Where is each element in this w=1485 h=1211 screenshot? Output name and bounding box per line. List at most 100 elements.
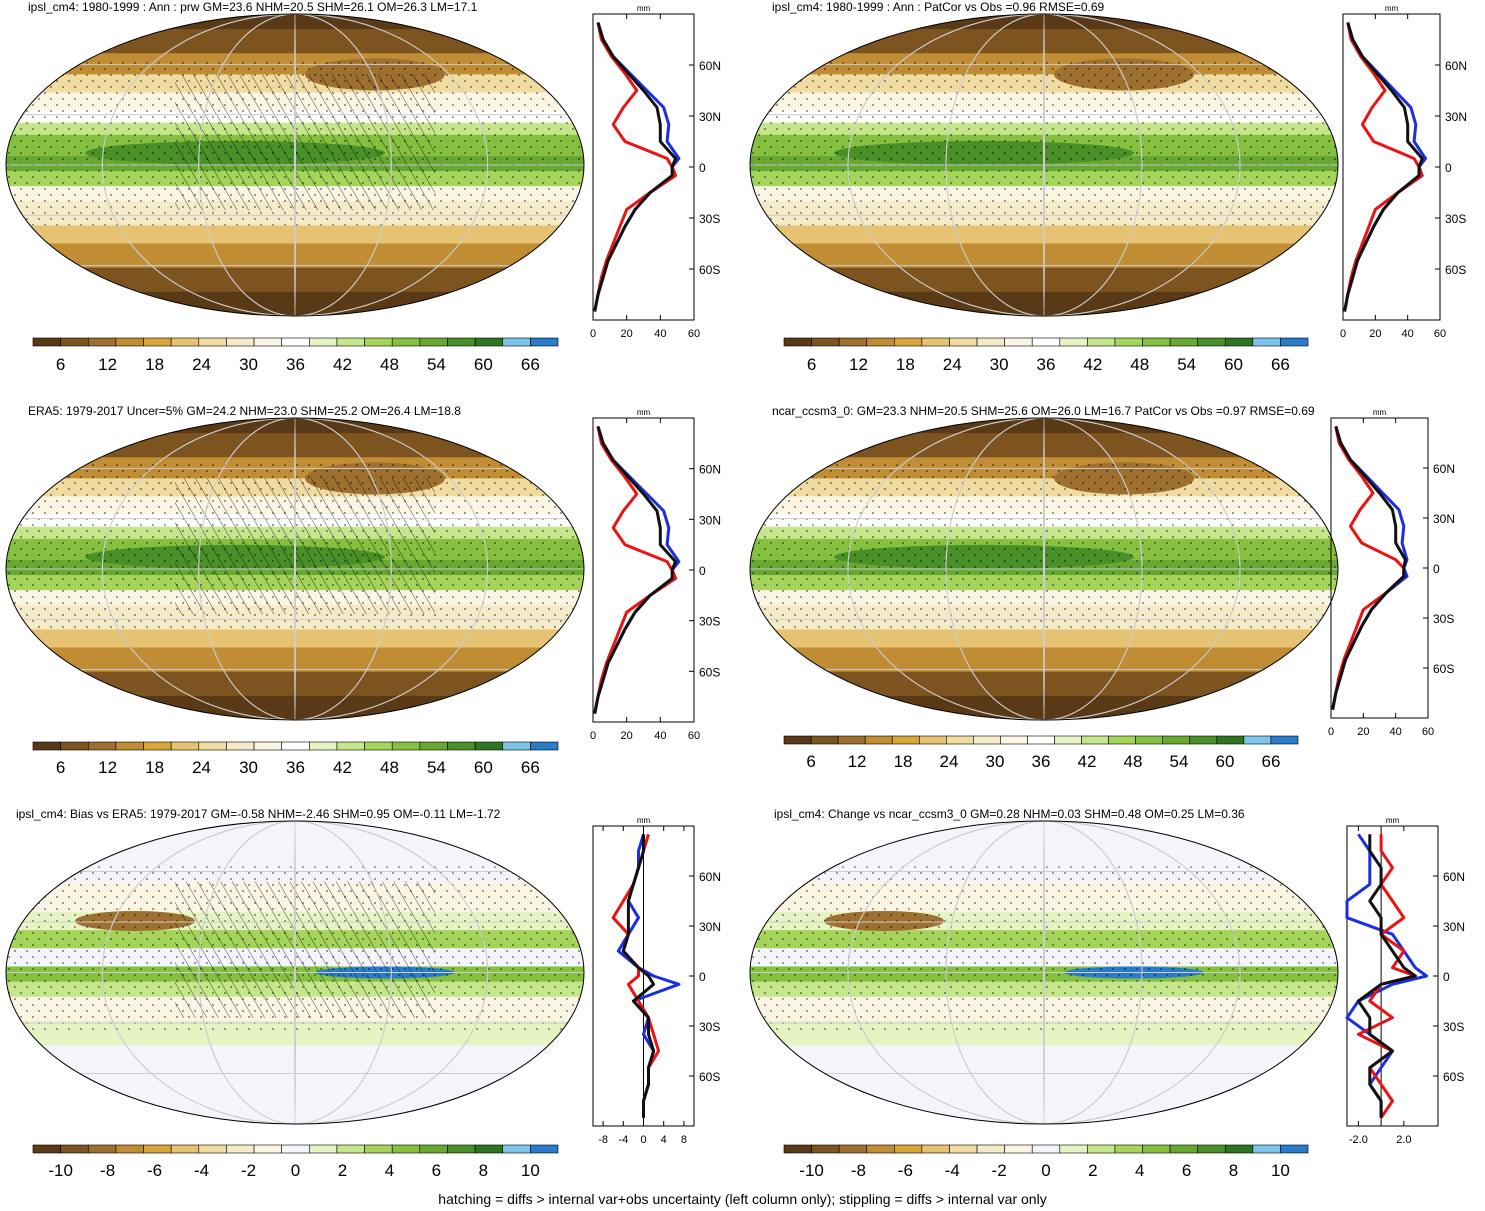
colorbar: 6 12 18 24 30 36 42 48 54 60 66 <box>783 735 1299 771</box>
colorbar-label: 54 <box>427 355 446 374</box>
colorbar-box <box>783 735 812 745</box>
colorbar-label: 66 <box>521 758 540 777</box>
colorbar-box <box>1243 735 1272 745</box>
hatching <box>175 74 435 211</box>
y-tick-label: 60N <box>1445 59 1467 73</box>
colorbar-box <box>1135 735 1164 745</box>
colorbar-label: 24 <box>943 355 962 374</box>
colorbar-label: 36 <box>1037 355 1056 374</box>
colorbar-box <box>502 337 531 347</box>
profile-frame <box>1330 417 1429 719</box>
colorbar-label: 10 <box>1271 1161 1290 1180</box>
colorbar-box <box>1059 337 1088 347</box>
colorbar-box <box>1087 337 1116 347</box>
colorbar-label: 2 <box>1088 1161 1097 1180</box>
map-outline <box>749 820 1339 1125</box>
colorbar-box <box>1162 735 1191 745</box>
colorbar-label: 24 <box>192 758 211 777</box>
x-tick-label: 60 <box>1422 726 1434 738</box>
colorbar-box <box>976 337 1005 347</box>
colorbar-box <box>474 1144 504 1154</box>
colorbar-label: 54 <box>1177 355 1196 374</box>
colorbar-label: 60 <box>474 758 493 777</box>
y-tick-label: 30S <box>1433 612 1454 626</box>
colorbar-box <box>811 337 840 347</box>
colorbar-box <box>1004 337 1033 347</box>
colorbar-box <box>811 1144 840 1154</box>
graticule-lon <box>294 418 296 720</box>
colorbar-label: -8 <box>851 1161 866 1180</box>
colorbar-box <box>866 337 895 347</box>
zonal-profile: mm 60N 30N 0 30S 60S -2.0 2.0 <box>1345 816 1465 1146</box>
y-tick-label: 0 <box>1445 161 1452 175</box>
colorbar-box <box>281 1144 310 1154</box>
colorbar-label: 48 <box>1124 752 1143 771</box>
colorbar-label: 42 <box>1078 752 1097 771</box>
colorbar: -10 -8 -6 -4 -2 0 2 4 6 8 10 <box>32 1144 559 1180</box>
colorbar-label: 48 <box>380 355 399 374</box>
colorbar-box <box>419 741 448 751</box>
colorbar-box <box>502 741 531 751</box>
colorbar-box <box>143 1144 172 1154</box>
colorbar-label: 18 <box>145 355 164 374</box>
graticule-lon <box>1043 14 1045 316</box>
colorbar-box <box>949 337 978 347</box>
panel-title: ncar_ccsm3_0: GM=23.3 NHM=20.5 SHM=25.6 … <box>772 404 1315 418</box>
x-tick-label: 20 <box>621 328 633 340</box>
colorbar-box <box>921 1144 950 1154</box>
y-tick-label: 30S <box>699 615 720 629</box>
y-tick-label: 60N <box>699 870 721 884</box>
x-tick-label: -4 <box>618 1134 628 1146</box>
colorbar-label: 48 <box>380 758 399 777</box>
profile-units: mm <box>1386 816 1400 825</box>
colorbar: 6 12 18 24 30 36 42 48 54 60 66 <box>32 337 559 374</box>
colorbar-box <box>1169 1144 1198 1154</box>
colorbar-label: 30 <box>239 355 258 374</box>
y-tick-label: 60S <box>1443 1070 1464 1084</box>
zonal-profile: mm 60N 30N 0 30S 60S 0 20 40 60 <box>590 408 721 742</box>
colorbar-box <box>253 337 282 347</box>
colorbar-box <box>115 741 144 751</box>
graticule-lon <box>198 821 392 1124</box>
colorbar-label: -6 <box>147 1161 162 1180</box>
colorbar-label: 30 <box>990 355 1009 374</box>
colorbar-box <box>32 741 61 751</box>
profile-units: mm <box>637 4 651 13</box>
colorbar-box <box>918 735 947 745</box>
colorbar-label: 18 <box>894 752 913 771</box>
colorbar-label: 36 <box>286 355 305 374</box>
x-tick-label: 0 <box>590 328 596 340</box>
colorbar-box <box>336 337 365 347</box>
colorbar-label: 48 <box>1130 355 1149 374</box>
colorbar-box <box>115 1144 144 1154</box>
graticule-lon <box>294 14 296 316</box>
graticule-lon <box>101 821 489 1124</box>
colorbar-label: -10 <box>799 1161 824 1180</box>
colorbar-label: 0 <box>1041 1161 1050 1180</box>
panel-title: ERA5: 1979-2017 Uncer=5% GM=24.2 NHM=23.… <box>28 404 461 418</box>
colorbar-box <box>1087 1144 1116 1154</box>
graticule-lon <box>294 821 296 1124</box>
colorbar-box <box>447 741 476 751</box>
colorbar-box <box>336 1144 365 1154</box>
colorbar-box <box>170 1144 200 1154</box>
colorbar-box <box>1224 1144 1254 1154</box>
colorbar-label: 66 <box>1271 355 1290 374</box>
colorbar-box <box>309 337 338 347</box>
y-tick-label: 30S <box>1445 212 1466 226</box>
x-tick-label: 60 <box>688 730 700 742</box>
colorbar-box <box>976 1144 1005 1154</box>
profile-units: mm <box>1373 408 1387 417</box>
x-tick-label: -2.0 <box>1349 1134 1368 1146</box>
colorbar-label: 4 <box>385 1161 394 1180</box>
colorbar-box <box>253 741 282 751</box>
graticule-lon <box>945 418 1143 720</box>
colorbar-label: -4 <box>194 1161 209 1180</box>
colorbar-label: 12 <box>98 355 117 374</box>
map-outline <box>5 820 585 1125</box>
y-tick-label: 60N <box>1433 462 1455 476</box>
colorbar-label: 54 <box>427 758 446 777</box>
x-tick-label: 20 <box>621 730 633 742</box>
x-tick-label: 0 <box>590 730 596 742</box>
